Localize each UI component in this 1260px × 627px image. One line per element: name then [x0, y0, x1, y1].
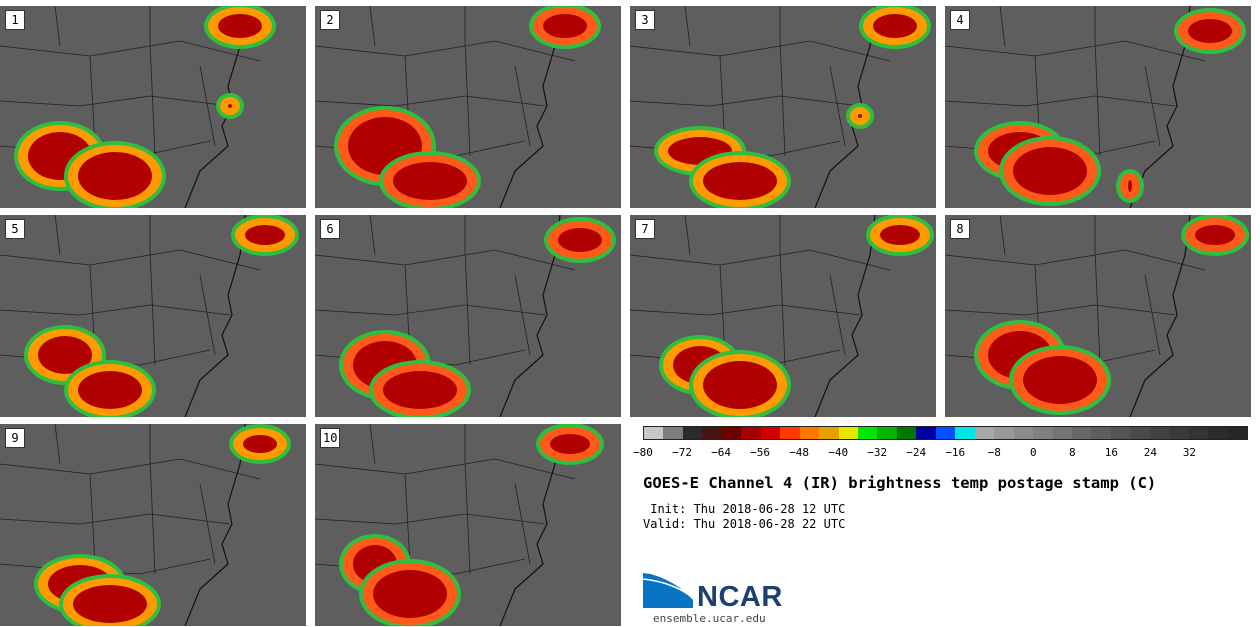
colorbar-segment — [994, 427, 1014, 439]
ir-satellite-map — [945, 215, 1249, 417]
valid-time: Valid: Thu 2018-06-28 22 UTC — [643, 517, 846, 531]
colorbar-segment — [857, 427, 878, 439]
ir-satellite-map — [945, 6, 1246, 208]
panel-label: 1 — [5, 10, 25, 30]
ir-satellite-map — [315, 424, 604, 626]
colorbar-segment — [682, 427, 703, 439]
ir-satellite-map — [315, 6, 601, 208]
colorbar-segment — [663, 427, 683, 439]
colorbar-tick-label: −24 — [906, 446, 927, 459]
postage-stamp-panel-3: 3 — [630, 6, 936, 208]
postage-stamp-panel-1: 1 — [0, 6, 306, 208]
colorbar-segment — [1071, 427, 1092, 439]
colorbar-tick-label: −80 — [633, 446, 653, 459]
panel-label: 3 — [635, 10, 655, 30]
logo-url: ensemble.ucar.edu — [653, 612, 766, 625]
panel-label: 5 — [5, 219, 25, 239]
colorbar-legend: −80 −72 −64 −56 −48 −40 −32 −24 −16 −8 0 8 16 24 32 — [633, 426, 1248, 459]
postage-stamp-panel-2: 2 — [315, 6, 621, 208]
panel-label: 2 — [320, 10, 340, 30]
colorbar-segment — [916, 427, 936, 439]
postage-stamp-panel-4: 4 — [945, 6, 1251, 208]
colorbar-segment — [799, 427, 820, 439]
ir-satellite-map — [630, 6, 931, 208]
postage-stamp-panel-8: 8 — [945, 215, 1251, 417]
panel-label: 4 — [950, 10, 970, 30]
colorbar-segment — [955, 427, 975, 439]
colorbar-segment — [1033, 427, 1053, 439]
colorbar — [643, 426, 1248, 440]
colorbar-segment — [741, 427, 761, 439]
colorbar-tick-label: −48 — [789, 446, 810, 459]
ir-satellite-map — [630, 215, 934, 417]
panel-label: 6 — [320, 219, 340, 239]
colorbar-tick-label: −64 — [711, 446, 731, 459]
colorbar-segment — [760, 427, 781, 439]
panel-label: 7 — [635, 219, 655, 239]
colorbar-segment — [1052, 427, 1072, 439]
colorbar-tick-label: −32 — [867, 446, 888, 459]
colorbar-segment — [1227, 427, 1248, 439]
postage-stamp-panel-5: 5 — [0, 215, 306, 417]
postage-stamp-panel-10: 10 — [315, 424, 621, 626]
colorbar-tick-label: −56 — [750, 446, 771, 459]
colorbar-segment — [838, 427, 858, 439]
postage-stamp-panel-9: 9 — [0, 424, 306, 626]
colorbar-segment — [877, 427, 897, 439]
colorbar-tick-label: −8 — [987, 446, 1001, 459]
colorbar-tick-label: −16 — [945, 446, 966, 459]
ir-satellite-map — [0, 6, 276, 208]
colorbar-tick-label: 16 — [1104, 446, 1118, 459]
colorbar-segment — [1110, 427, 1131, 439]
colorbar-segment — [644, 427, 664, 439]
colorbar-segment — [702, 427, 722, 439]
init-time: Init: Thu 2018-06-28 12 UTC — [643, 502, 846, 516]
colorbar-segment — [1130, 427, 1150, 439]
panel-label: 8 — [950, 219, 970, 239]
ir-satellite-map — [315, 215, 616, 417]
ncar-logo-text: NCAR — [697, 581, 783, 613]
colorbar-segment — [780, 427, 800, 439]
panel-label: 9 — [5, 428, 25, 448]
ir-satellite-map — [0, 424, 291, 626]
colorbar-segment — [1169, 427, 1189, 439]
colorbar-segment — [819, 427, 839, 439]
colorbar-tick-label: −40 — [828, 446, 849, 459]
colorbar-segment — [1091, 427, 1111, 439]
colorbar-tick-label: −72 — [672, 446, 692, 459]
colorbar-segment — [1188, 427, 1209, 439]
colorbar-tick-label: 0 — [1030, 446, 1037, 459]
colorbar-segment — [1013, 427, 1034, 439]
colorbar-tick-label: 8 — [1069, 446, 1076, 459]
ir-satellite-map — [0, 215, 299, 417]
colorbar-segment — [721, 427, 742, 439]
panel-label: 10 — [320, 428, 341, 448]
colorbar-segment — [935, 427, 956, 439]
colorbar-segment — [1208, 427, 1228, 439]
ncar-logo-icon — [643, 571, 694, 608]
colorbar-segment — [1149, 427, 1170, 439]
postage-stamp-panel-7: 7 — [630, 215, 936, 417]
figure-title: GOES-E Channel 4 (IR) brightness temp po… — [643, 474, 1157, 492]
colorbar-tick-label: 32 — [1182, 446, 1197, 459]
colorbar-tick-label: 24 — [1143, 446, 1158, 459]
colorbar-segment — [896, 427, 917, 439]
postage-stamp-panel-6: 6 — [315, 215, 621, 417]
colorbar-segment — [974, 427, 995, 439]
